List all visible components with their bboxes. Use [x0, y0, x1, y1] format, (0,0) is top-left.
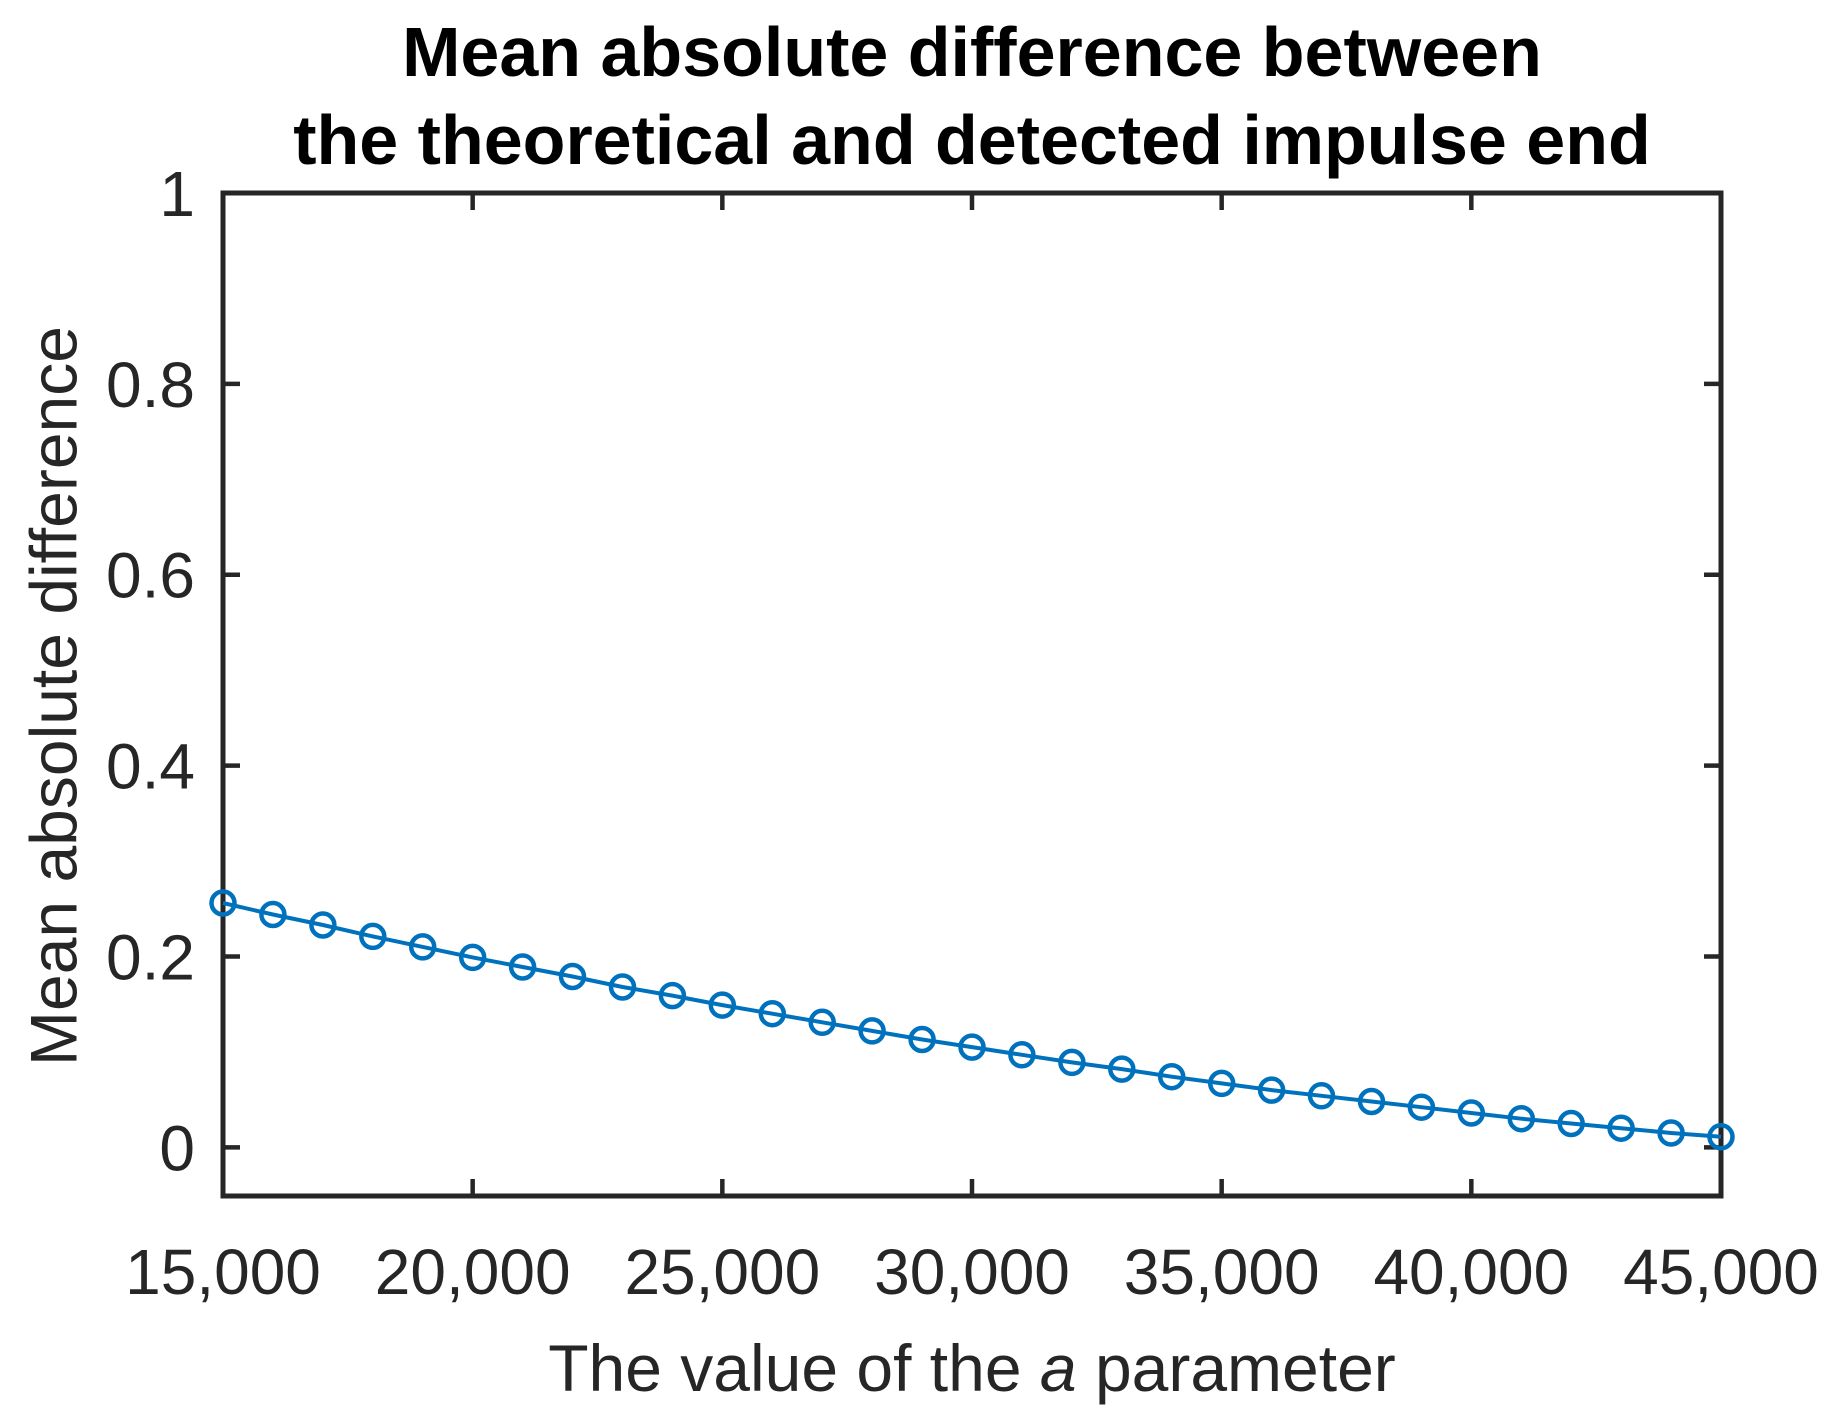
data-point-marker	[1307, 1082, 1336, 1110]
x-axis-tick-label: 40,000	[1373, 1236, 1569, 1308]
data-point-marker	[908, 1025, 936, 1054]
data-point-marker	[1058, 1048, 1086, 1077]
y-axis-tick-label: 0.2	[106, 921, 195, 993]
x-axis-label-suffix: parameter	[1076, 1331, 1396, 1405]
x-axis-label: The value of the a parameter	[223, 1332, 1721, 1404]
y-axis-tick-label: 1	[159, 158, 195, 230]
data-point-marker	[1357, 1087, 1386, 1116]
data-point-marker	[1207, 1069, 1236, 1098]
data-point-marker	[1607, 1114, 1635, 1142]
x-axis-label-parameter-a: a	[1039, 1331, 1077, 1405]
data-point-marker	[359, 922, 387, 951]
data-point-marker	[1008, 1041, 1036, 1069]
data-point-marker	[1108, 1055, 1136, 1083]
data-point-marker	[1407, 1093, 1436, 1121]
data-point-marker	[1557, 1109, 1585, 1138]
chart-title-line-1: Mean absolute difference between	[402, 13, 1542, 91]
x-axis-tick-label: 45,000	[1623, 1236, 1819, 1308]
data-point-marker	[209, 889, 237, 917]
y-axis-tick-label: 0.8	[106, 349, 195, 421]
x-axis-tick-label: 30,000	[874, 1236, 1070, 1308]
data-point-marker	[309, 911, 337, 939]
data-point-marker	[1457, 1099, 1486, 1127]
data-point-marker	[1657, 1119, 1685, 1147]
y-axis-tick-label: 0.6	[106, 540, 195, 612]
y-axis-tick-label: 0	[159, 1112, 195, 1184]
x-axis-tick-label: 20,000	[375, 1236, 571, 1308]
data-point-marker	[458, 943, 487, 972]
x-axis-tick-label: 25,000	[624, 1236, 820, 1308]
data-point-marker	[1507, 1104, 1536, 1133]
data-point-marker	[708, 991, 737, 1019]
data-point-marker	[1157, 1062, 1186, 1091]
x-axis-tick-label: 15,000	[125, 1236, 321, 1308]
data-point-marker	[508, 953, 537, 981]
x-axis-tick-label: 35,000	[1124, 1236, 1320, 1308]
chart-title-line-2: the theoretical and detected impulse end	[293, 101, 1651, 179]
data-point-marker	[558, 962, 587, 991]
data-point-marker	[758, 999, 787, 1028]
data-point-marker	[1257, 1076, 1286, 1104]
data-point-marker	[808, 1008, 836, 1037]
data-point-marker	[608, 973, 637, 1001]
chart-title: Mean absolute difference between the the…	[173, 8, 1771, 184]
y-axis-tick-label: 0.4	[106, 731, 195, 803]
data-point-marker	[1707, 1123, 1735, 1151]
data-point-marker	[958, 1033, 986, 1061]
data-point-marker	[658, 981, 687, 1010]
data-point-marker	[259, 900, 287, 929]
data-point-marker	[858, 1017, 886, 1045]
data-point-marker	[408, 933, 437, 961]
data-line	[222, 901, 1722, 1139]
x-axis-label-prefix: The value of the	[548, 1331, 1040, 1405]
